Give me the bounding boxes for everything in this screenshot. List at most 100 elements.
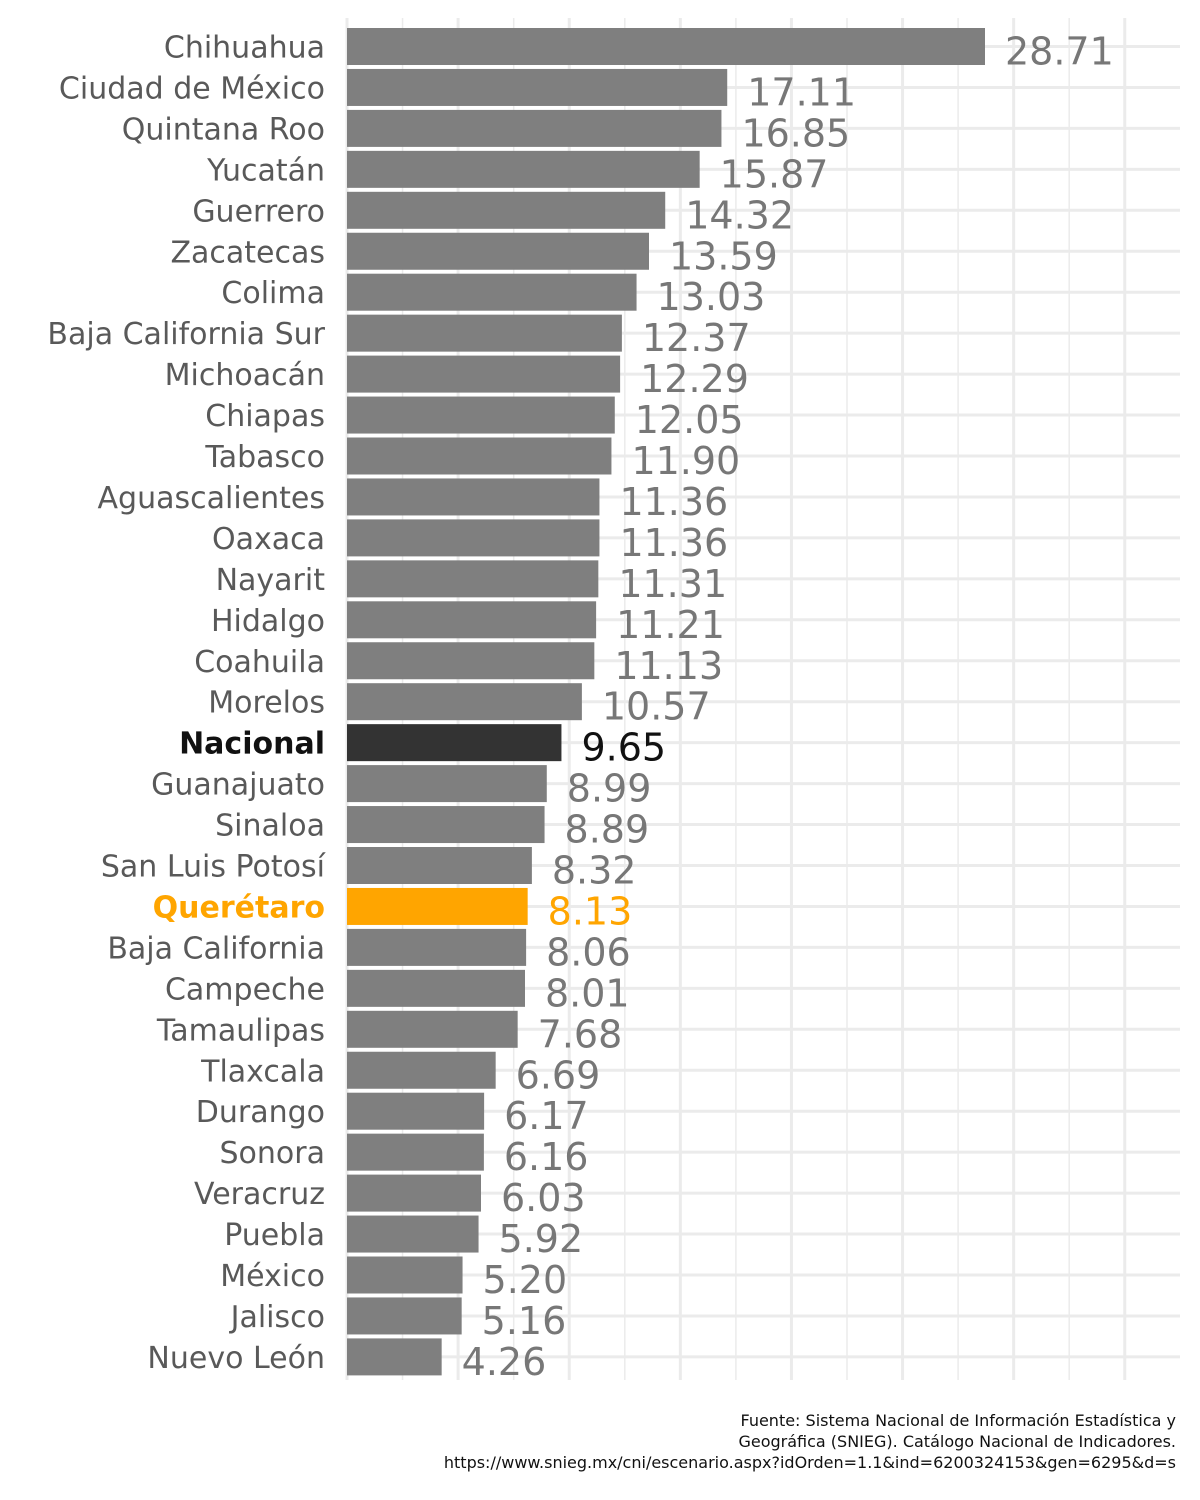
value-label: 16.85 [741, 111, 850, 155]
category-label: Morelos [208, 686, 325, 721]
bar [347, 191, 666, 229]
category-label: Nayarit [216, 563, 326, 598]
bar [347, 396, 615, 434]
bar [347, 806, 545, 844]
bar [347, 724, 562, 762]
bar [347, 560, 599, 598]
bar [347, 683, 582, 721]
bar [347, 1092, 485, 1130]
category-label: Tamaulipas [156, 1013, 325, 1048]
value-label: 6.17 [504, 1094, 589, 1138]
bar [347, 478, 600, 516]
value-label: 13.03 [657, 275, 766, 319]
bar [347, 642, 595, 680]
value-label: 6.69 [516, 1053, 601, 1097]
category-label: Durango [196, 1095, 325, 1130]
value-label: 17.11 [747, 70, 856, 114]
category-label: Ciudad de México [59, 71, 325, 106]
value-label: 13.59 [669, 234, 778, 278]
category-label: Chiapas [205, 399, 325, 434]
value-label: 8.32 [552, 849, 637, 893]
value-label: 8.99 [567, 767, 652, 811]
category-label: Chihuahua [164, 31, 325, 66]
value-label: 12.37 [642, 316, 751, 360]
bar [347, 68, 728, 106]
category-label: Baja California Sur [47, 317, 325, 352]
value-label: 6.03 [501, 1176, 586, 1220]
caption-line: Fuente: Sistema Nacional de Información … [740, 1411, 1176, 1430]
value-label: 11.21 [616, 603, 725, 647]
value-label: 5.16 [482, 1299, 567, 1343]
value-label: 11.36 [619, 521, 728, 565]
bar [347, 519, 600, 557]
category-label: Tabasco [204, 440, 325, 475]
category-label: Michoacán [165, 358, 325, 393]
bar [347, 1297, 462, 1335]
bar [347, 1133, 484, 1171]
value-label: 7.68 [538, 1012, 623, 1056]
value-label: 12.05 [635, 398, 744, 442]
bar [347, 232, 649, 270]
bar [347, 928, 527, 966]
caption-line: https://www.snieg.mx/cni/escenario.aspx?… [443, 1453, 1176, 1472]
category-label: Quintana Roo [122, 112, 325, 147]
value-label: 11.31 [618, 562, 727, 606]
category-label-layer: Chihuahua Ciudad de México Quintana Roo Yuc… [47, 31, 326, 1376]
bar [347, 109, 722, 147]
category-label: Colima [221, 276, 325, 311]
value-label: 8.06 [546, 930, 631, 974]
category-label: Guerrero [192, 194, 325, 229]
value-label: 11.90 [631, 439, 740, 483]
bar [347, 1174, 481, 1212]
value-label: 8.89 [565, 808, 650, 852]
category-label: Guanajuato [151, 768, 325, 803]
category-label: Coahuila [194, 645, 325, 680]
value-label: 5.20 [483, 1258, 568, 1302]
bar [347, 847, 532, 884]
bar [347, 150, 700, 188]
category-label: México [220, 1259, 325, 1294]
category-label: Hidalgo [211, 604, 325, 639]
value-label: 8.01 [545, 971, 630, 1015]
value-label: 15.87 [720, 152, 829, 196]
value-label: 10.57 [602, 685, 711, 729]
bar [347, 273, 637, 311]
category-label: San Luis Potosí [101, 850, 327, 885]
category-label: Campeche [165, 972, 325, 1007]
bar [347, 437, 612, 475]
category-label: Nuevo León [147, 1341, 325, 1376]
value-label: 6.16 [504, 1135, 589, 1179]
bar [347, 28, 985, 65]
bar [347, 314, 622, 352]
bar [347, 969, 525, 1007]
bar-chart: Chihuahua Ciudad de México Quintana Roo Yuc… [47, 18, 1180, 1384]
value-label: 8.13 [548, 889, 633, 933]
category-label: Puebla [224, 1218, 325, 1253]
value-label-layer: 28.71 17.1116.8515.8714.3213.5913.0312.37… [462, 30, 1114, 1384]
category-label: Veracruz [194, 1177, 325, 1212]
bar-layer [347, 28, 985, 1376]
value-label: 28.71 [1005, 30, 1114, 74]
category-label: Aguascalientes [98, 481, 325, 516]
source-caption: Fuente: Sistema Nacional de Información … [276, 1410, 1176, 1473]
bar [347, 765, 547, 803]
bar [347, 1051, 496, 1089]
bar [347, 1256, 463, 1294]
category-label: Oaxaca [212, 522, 325, 557]
category-label: Tlaxcala [200, 1054, 325, 1089]
value-label: 11.36 [619, 480, 728, 524]
category-label: Nacional [179, 727, 325, 762]
category-label: Baja California [107, 931, 325, 966]
value-label: 4.26 [462, 1340, 547, 1384]
value-label: 14.32 [685, 193, 794, 237]
category-label: Yucatán [206, 153, 325, 188]
bar [347, 887, 528, 925]
value-label: 9.65 [581, 726, 666, 770]
category-label: Sinaloa [215, 809, 325, 844]
caption-line: Geográfica (SNIEG). Catálogo Nacional de… [738, 1432, 1176, 1451]
category-label: Querétaro [153, 890, 325, 925]
bar [347, 1215, 479, 1253]
bar [347, 1010, 518, 1048]
category-label: Zacatecas [170, 235, 325, 270]
value-label: 12.29 [640, 357, 749, 401]
